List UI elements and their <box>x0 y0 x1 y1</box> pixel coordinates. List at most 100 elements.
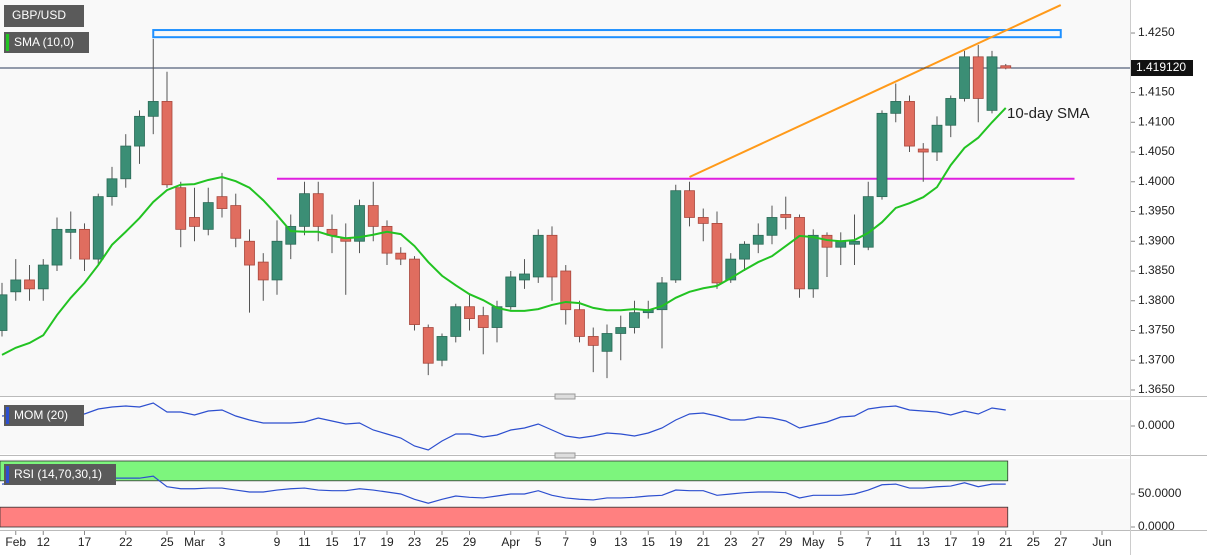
candle-body <box>464 306 475 320</box>
x-tick-label: 7 <box>562 535 569 549</box>
x-tick-label: 25 <box>1027 535 1041 549</box>
x-tick-label: 23 <box>724 535 738 549</box>
candle-body <box>794 217 805 290</box>
series-line <box>1 402 1006 451</box>
marks: 1.3650 1.3700 1.3750 1.3800 1.3850 1.3900 1.39… <box>0 4 1193 549</box>
candle-body <box>271 240 283 281</box>
x-tick-label: 27 <box>1054 535 1068 549</box>
candle-body <box>202 202 214 230</box>
x-tick-label: 25 <box>160 535 174 549</box>
x-tick-label: 3 <box>219 535 226 549</box>
symbol-box <box>4 5 84 27</box>
candle-body <box>422 327 434 364</box>
x-tick-label: 23 <box>408 535 422 549</box>
mom-panel <box>0 400 1130 454</box>
main-panel <box>0 0 1130 396</box>
x-tick-label: 17 <box>353 535 367 549</box>
candle-body <box>711 223 723 284</box>
y-tick-label: 1.3950 <box>1138 204 1175 218</box>
legend-label: SMA (10,0) <box>14 35 74 49</box>
last-price-box <box>1131 60 1193 77</box>
candle-body <box>381 225 393 254</box>
symbol-label: GBP/USD <box>12 8 66 22</box>
candle-body <box>367 205 379 227</box>
candle-body <box>752 234 764 245</box>
candle-body <box>972 56 984 99</box>
rsi-band <box>0 460 1009 482</box>
y-tick-label: 1.3650 <box>1138 382 1175 396</box>
x-tick-label: 11 <box>890 535 903 549</box>
candle-body <box>684 190 695 218</box>
candle-body <box>409 258 420 325</box>
candle-body <box>244 240 255 266</box>
candle-body <box>615 327 627 334</box>
x-tick-label: May <box>802 535 825 549</box>
x-tick-label: 15 <box>642 535 656 549</box>
annotation: 10-day SMA <box>1007 105 1090 122</box>
y-tick-label: 1.4100 <box>1138 114 1175 128</box>
x-tick-label: 21 <box>697 535 711 549</box>
x-tick-label: 19 <box>669 535 683 549</box>
candle-body <box>65 228 77 233</box>
candle-body <box>505 276 517 308</box>
candle-body <box>574 309 585 337</box>
y-tick-label: 1.3750 <box>1138 323 1175 337</box>
candle-body <box>959 56 970 99</box>
candle-body <box>189 217 200 227</box>
candle-body <box>697 217 709 224</box>
legend-label: RSI (14,70,30,1) <box>14 467 102 481</box>
candle-body <box>161 101 173 186</box>
resize-grip[interactable] <box>554 393 576 400</box>
series-line <box>1 107 1007 356</box>
y-tick-label: 0.0000 <box>1138 418 1175 432</box>
legend-swatch <box>6 34 9 51</box>
resize-grip[interactable] <box>554 452 576 459</box>
candle-body <box>395 252 407 260</box>
x-tick-label: 17 <box>78 535 92 549</box>
candle-body <box>629 312 640 328</box>
candle-body <box>601 333 613 352</box>
candle-body <box>546 234 558 278</box>
candle-body <box>51 228 63 266</box>
y-tick-label: 1.3800 <box>1138 293 1175 307</box>
y-tick-label: 1.4250 <box>1138 25 1175 39</box>
x-tick-label: 9 <box>274 535 281 549</box>
candle-body <box>106 178 118 198</box>
candle-body <box>216 196 228 209</box>
candle-body <box>739 243 750 260</box>
candle-body <box>656 282 668 311</box>
y-tick-label: 1.4000 <box>1138 174 1175 188</box>
candle-body <box>354 205 365 242</box>
y-tick-label: 1.4150 <box>1138 85 1175 99</box>
trend-line <box>689 4 1062 178</box>
candle-body <box>519 273 530 281</box>
x-tick-label: 22 <box>119 535 133 549</box>
y-tick-label: 1.3850 <box>1138 263 1175 277</box>
x-tick-label: 7 <box>865 535 872 549</box>
x-tick-label: 12 <box>37 535 51 549</box>
legend-box <box>4 405 84 426</box>
candle-body <box>945 98 957 126</box>
x-tick-label: 21 <box>999 535 1013 549</box>
candle-body <box>285 225 297 245</box>
y-tick-label: 1.3900 <box>1138 233 1175 247</box>
candle-body <box>299 193 310 227</box>
x-tick-label: Apr <box>501 535 520 549</box>
candle-body <box>491 306 503 328</box>
x-tick-label: 13 <box>917 535 931 549</box>
candle-body <box>92 196 104 260</box>
x-tick-label: 19 <box>972 535 986 549</box>
candle-body <box>807 234 819 290</box>
candle-body <box>230 205 242 239</box>
candle-body <box>560 270 572 311</box>
candle-body <box>587 336 599 346</box>
x-tick-label: 29 <box>779 535 793 549</box>
candle-body <box>0 294 8 331</box>
candle-body <box>725 258 737 281</box>
rsi-band <box>0 506 1009 528</box>
legend-label: MOM (20) <box>14 408 68 422</box>
candle-body <box>436 336 448 361</box>
x-tick-label: Jun <box>1092 535 1111 549</box>
x-tick-label: 11 <box>298 535 311 549</box>
x-tick-label: 25 <box>435 535 449 549</box>
